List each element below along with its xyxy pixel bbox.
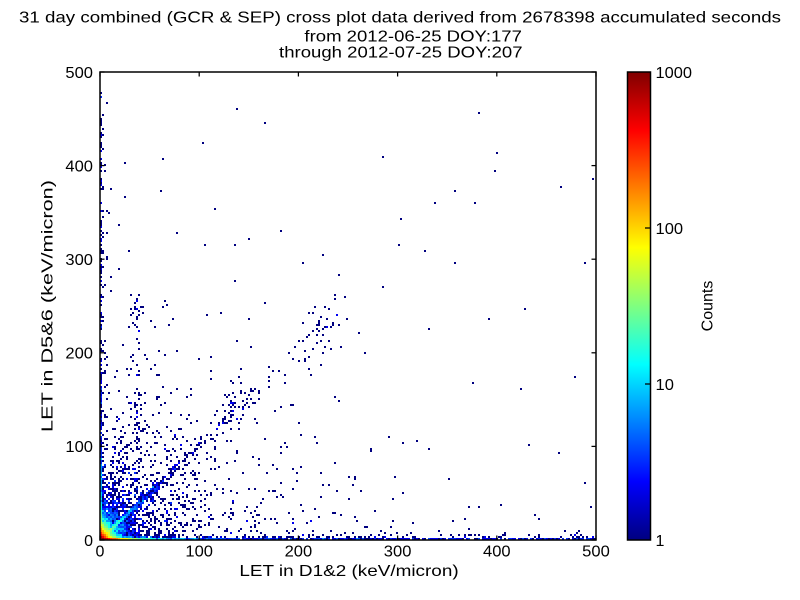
svg-text:100: 100 (656, 221, 684, 238)
svg-text:from 2012-06-25 DOY:177: from 2012-06-25 DOY:177 (304, 28, 522, 45)
svg-text:LET in D5&6 (keV/micron): LET in D5&6 (keV/micron) (40, 180, 57, 432)
svg-text:Counts: Counts (700, 281, 717, 332)
svg-text:1000: 1000 (656, 65, 693, 82)
svg-text:400: 400 (483, 544, 511, 561)
svg-text:0: 0 (96, 544, 105, 561)
svg-text:10: 10 (656, 377, 675, 394)
svg-text:through 2012-07-25 DOY:207: through 2012-07-25 DOY:207 (279, 45, 523, 62)
svg-text:500: 500 (582, 544, 610, 561)
svg-text:500: 500 (65, 65, 93, 82)
svg-text:300: 300 (384, 544, 412, 561)
svg-text:LET in D1&2 (keV/micron): LET in D1&2 (keV/micron) (239, 563, 458, 580)
svg-text:400: 400 (65, 158, 93, 175)
svg-text:200: 200 (285, 544, 313, 561)
svg-text:31 day combined (GCR & SEP) cr: 31 day combined (GCR & SEP) cross plot d… (19, 10, 781, 27)
svg-text:100: 100 (65, 439, 93, 456)
svg-text:300: 300 (65, 252, 93, 269)
svg-text:1: 1 (656, 533, 665, 550)
svg-text:100: 100 (185, 544, 213, 561)
svg-text:200: 200 (65, 346, 93, 363)
svg-text:0: 0 (84, 533, 93, 550)
